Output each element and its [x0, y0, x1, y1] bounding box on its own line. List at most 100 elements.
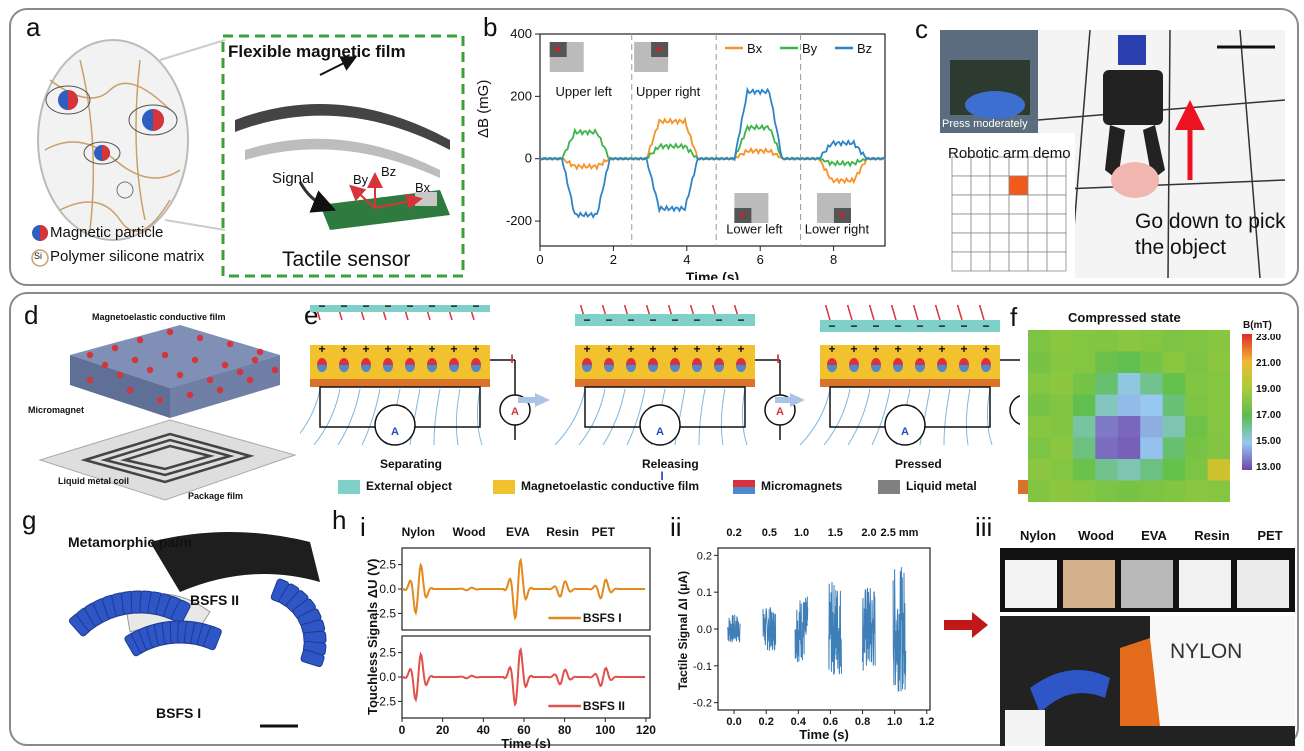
heatmap-cell — [1162, 437, 1186, 460]
heatmap-cell — [1185, 330, 1209, 352]
field-line — [476, 388, 483, 446]
negative-charge: − — [894, 319, 901, 333]
micromagnet-dot — [206, 376, 214, 384]
legend-swatch — [733, 480, 755, 494]
iii-material-labels: Nylon Wood EVA Resin PET — [1010, 528, 1300, 546]
e-state-pressed: Pressed — [895, 457, 942, 471]
negative-charge: − — [715, 313, 722, 327]
ytick-label-0: 0 — [525, 151, 532, 166]
palm-label: Metamorphic palm — [68, 534, 192, 550]
positive-charge: + — [828, 342, 835, 356]
negative-charge: − — [828, 319, 835, 333]
legend-label: Liquid metal — [906, 479, 977, 493]
heatmap-cell — [1162, 373, 1186, 395]
demo-cell — [1008, 251, 1029, 272]
negative-charge: − — [737, 313, 744, 327]
iii-material-2: EVA — [1141, 528, 1167, 543]
colorbar-tick: 19.00 — [1256, 384, 1281, 395]
heatmap-cell — [1028, 330, 1051, 352]
field-line — [626, 388, 646, 446]
hii-burst-5 — [892, 567, 907, 692]
hii-xlabel: Time (s) — [799, 727, 849, 742]
tactile-sensor-label: Tactile sensor — [282, 248, 411, 271]
hii-top-label-5: 2.5 mm — [881, 527, 919, 539]
field-line — [361, 388, 381, 446]
hii-top-label-4: 2.0 — [861, 527, 876, 539]
micromagnet-half — [582, 365, 592, 372]
toy-pig — [1111, 162, 1159, 198]
hi-ytick-label: -2.5 — [375, 606, 396, 620]
xtick-label-0: 0 — [536, 252, 543, 267]
micromagnet-dot — [116, 371, 124, 379]
field-line — [313, 388, 341, 446]
positive-charge: + — [982, 342, 989, 356]
micromagnet-half — [893, 365, 903, 372]
micromagnet-dot — [86, 376, 94, 384]
micromagnet-dot — [256, 348, 264, 356]
field-line — [698, 388, 706, 446]
field-line — [554, 388, 586, 446]
label-i: i — [360, 512, 366, 542]
hi-ytick-label: 0.0 — [379, 670, 396, 684]
micromagnet-dot — [111, 344, 119, 352]
panel-a-illustration — [31, 34, 465, 278]
negative-charge: − — [362, 305, 369, 313]
hii-burst-2 — [794, 596, 809, 663]
negative-charge: − — [583, 313, 590, 327]
demo-cell — [951, 251, 972, 272]
heatmap-cell — [1185, 437, 1209, 460]
negative-charge: − — [627, 313, 634, 327]
xtick-label-6: 6 — [757, 252, 764, 267]
chart-hi-ylabel: Touchless Signals ΔU (V) — [365, 558, 380, 715]
heatmap-cell — [1050, 480, 1074, 502]
demo-cell — [970, 213, 991, 234]
heatmap-cell — [1072, 394, 1096, 417]
heatmap-cell — [1117, 437, 1141, 460]
micromagnet-half — [317, 365, 327, 372]
legend-label: External object — [366, 479, 453, 493]
bz-label: Bz — [381, 164, 397, 179]
field-arrow — [956, 305, 963, 321]
positive-charge: + — [406, 342, 413, 356]
chart-h-ii: 0.2 0.5 1.0 1.5 2.0 2.5 mm -0.2 -0.1 0.0 0.1 0.2 0.… — [693, 527, 934, 742]
heatmap-cell — [1162, 416, 1186, 438]
hii-xtick-label: 0.0 — [726, 716, 741, 728]
magnetic-particle-icon — [45, 85, 91, 115]
negative-charge: − — [850, 319, 857, 333]
heatmap-cell — [1207, 459, 1230, 481]
heatmap-cell — [1050, 394, 1074, 417]
micromagnet-half — [449, 365, 459, 372]
package-film — [38, 419, 297, 501]
field-line — [943, 388, 951, 446]
demo-cell — [989, 232, 1010, 253]
micromagnet-half — [361, 365, 371, 372]
micromagnet-dot — [86, 351, 94, 359]
iii-material-1: Wood — [1078, 528, 1114, 543]
micromagnet-half — [471, 365, 481, 372]
material-label-3: Resin — [546, 525, 579, 539]
negative-charge: − — [960, 319, 967, 333]
hii-burst-1 — [762, 607, 777, 651]
hii-ytick-label: 0.0 — [697, 624, 712, 636]
heatmap-cell — [1095, 394, 1119, 417]
heatmap-cell — [1028, 437, 1051, 460]
series-BSFS I — [402, 557, 646, 621]
negative-charge: − — [406, 305, 413, 313]
positive-charge: + — [649, 342, 656, 356]
hii-ytick-label: 0.1 — [697, 587, 712, 599]
positive-charge: + — [428, 342, 435, 356]
heatmap-cell — [1117, 480, 1141, 502]
micromagnet-dot — [221, 361, 229, 369]
field-line — [602, 388, 626, 446]
field-line — [871, 388, 891, 446]
heatmap-cell — [1117, 416, 1141, 438]
heatmap-cell — [1117, 330, 1141, 352]
heatmap-cell — [1028, 394, 1051, 417]
signal-label: Signal — [272, 170, 314, 187]
hi-legend-text-1: BSFS II — [583, 699, 625, 713]
heatmap-cell — [1140, 437, 1164, 460]
meter-label: A — [391, 426, 399, 438]
label-b: b — [483, 12, 498, 42]
micromagnet-dot — [126, 386, 134, 394]
finger-segment — [203, 626, 222, 651]
